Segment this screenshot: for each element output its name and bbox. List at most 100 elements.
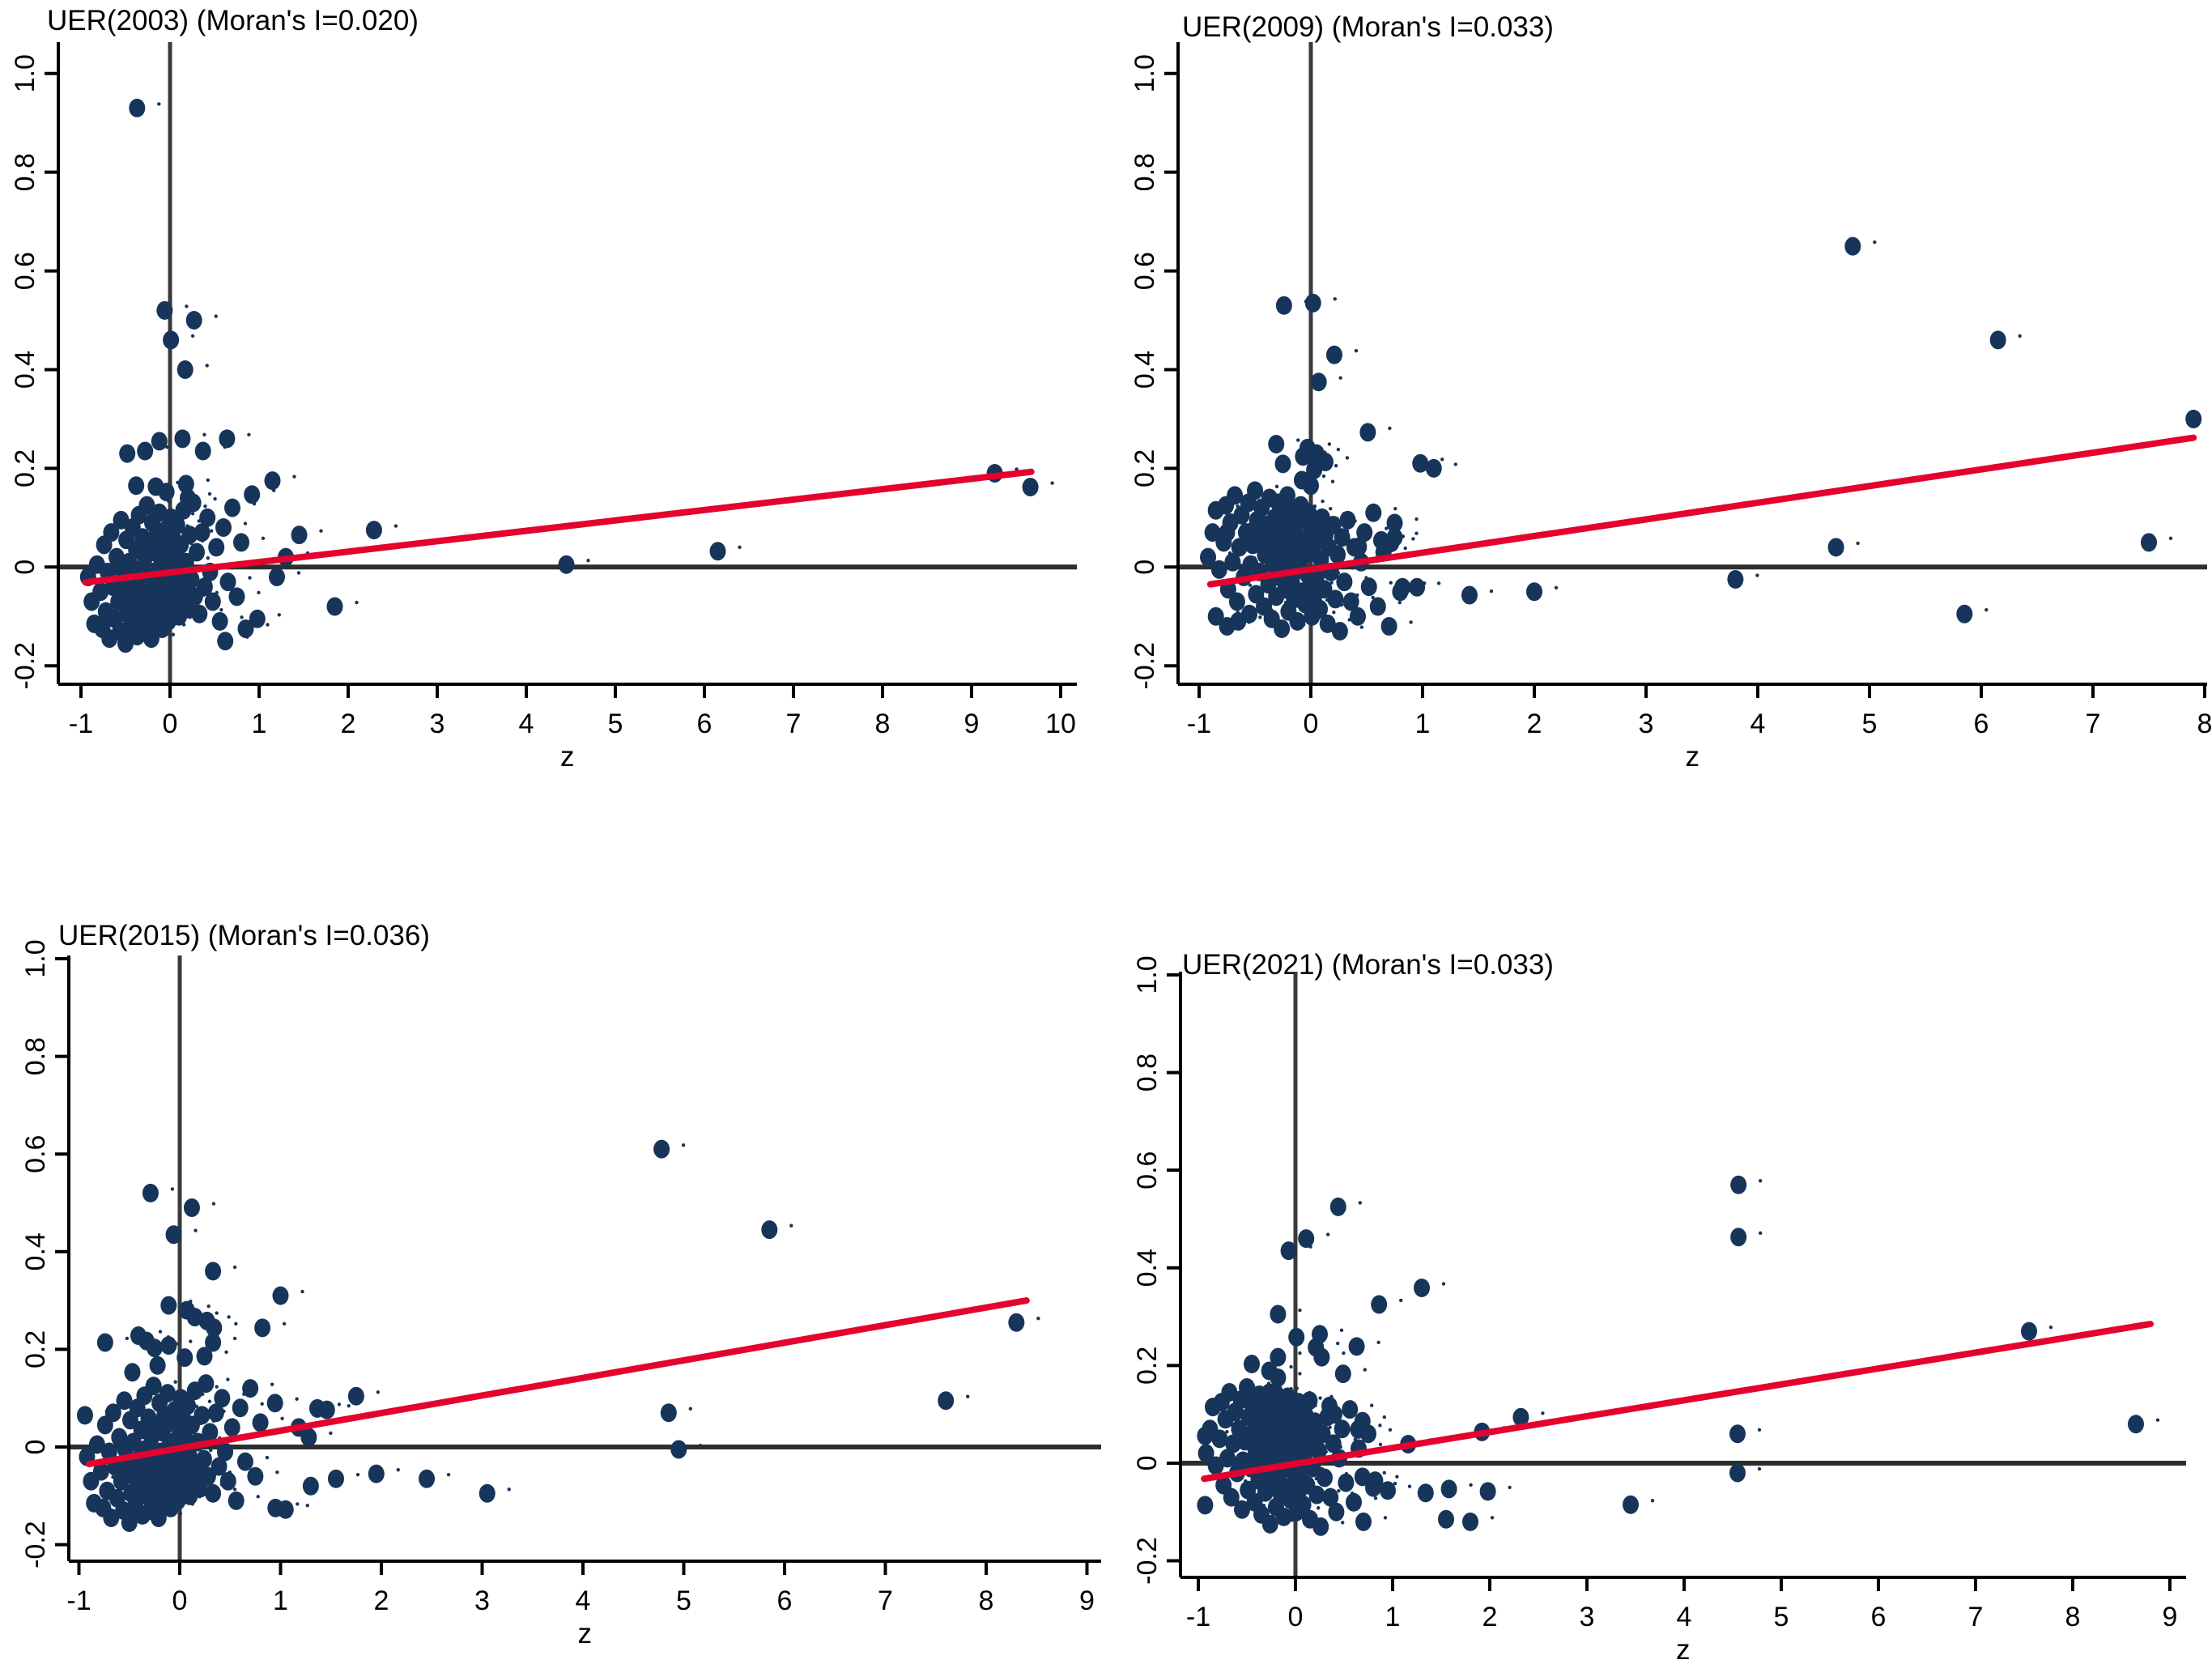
data-point (1219, 616, 1236, 636)
data-point (151, 503, 168, 522)
data-point (1269, 538, 1286, 557)
data-point (479, 1483, 496, 1503)
zero-reference-lines (69, 955, 1101, 1561)
data-point-speck (150, 1414, 155, 1419)
data-point (133, 606, 150, 626)
y-tick-label: 1.0 (1129, 54, 1160, 92)
x-tick-label: 4 (1750, 709, 1766, 739)
data-point-speck (1298, 1351, 1302, 1355)
data-point (1243, 1355, 1260, 1374)
data-point-speck (1338, 1445, 1342, 1449)
data-point (136, 622, 153, 641)
data-point-speck (266, 623, 270, 627)
data-point-speck (197, 519, 201, 523)
data-point (1008, 1313, 1025, 1332)
data-point (125, 570, 142, 589)
data-point-speck (141, 1475, 145, 1479)
data-point-speck (1344, 583, 1348, 587)
data-point-speck (1247, 526, 1251, 530)
data-point-speck (1338, 534, 1342, 538)
data-point-speck (1502, 1426, 1506, 1430)
data-point (232, 1398, 249, 1418)
data-point-speck (1270, 1462, 1274, 1466)
data-point (1304, 1458, 1321, 1478)
x-tick-label: 5 (608, 709, 623, 739)
data-point-speck (1257, 1466, 1261, 1471)
data-point (228, 1491, 245, 1510)
data-point-speck (137, 1492, 142, 1496)
data-point-speck (215, 1460, 220, 1465)
x-axis-label-z: z (1676, 1634, 1691, 1664)
data-point (142, 1183, 159, 1202)
data-point (242, 1379, 259, 1398)
data-point (1270, 1368, 1287, 1387)
y-tick-label: 0.6 (1132, 1151, 1163, 1189)
data-point (1282, 1490, 1299, 1509)
data-point (217, 1442, 234, 1462)
data-point (134, 577, 151, 597)
data-point-speck (699, 1443, 703, 1448)
data-point-speck (134, 613, 138, 617)
data-point-speck (206, 1304, 211, 1309)
data-point (1290, 528, 1307, 547)
data-point-speck (1271, 1428, 1276, 1432)
data-point-speck (214, 314, 218, 318)
data-point-speck (446, 1473, 451, 1477)
data-point (160, 611, 177, 631)
data-point (1301, 1391, 1318, 1411)
data-point-speck (1315, 543, 1319, 548)
x-tick-label: 1 (273, 1585, 288, 1616)
data-point-speck (181, 559, 185, 563)
data-point-speck (206, 1467, 210, 1472)
data-point (1336, 572, 1353, 592)
data-point (1293, 1427, 1310, 1446)
data-point (131, 1479, 148, 1498)
data-point-speck (188, 615, 192, 619)
data-point-speck (1345, 529, 1350, 533)
data-point-speck (1300, 1401, 1304, 1405)
data-point-speck (167, 499, 171, 504)
data-point (1280, 602, 1297, 621)
data-point (1306, 460, 1323, 479)
data-point (95, 1498, 112, 1517)
data-point-speck (182, 536, 187, 541)
data-point-speck (1241, 1396, 1245, 1400)
data-point-speck (164, 551, 169, 555)
data-point-speck (1288, 1466, 1292, 1471)
data-point-speck (185, 304, 189, 309)
y-tick-label: 0 (1129, 560, 1160, 575)
data-point (247, 1466, 264, 1486)
data-point (194, 441, 211, 461)
data-point-speck (1240, 1432, 1244, 1437)
data-point (1322, 562, 1339, 581)
x-tick-label: 4 (1677, 1602, 1692, 1632)
data-point-speck (143, 1504, 147, 1509)
data-point (1281, 552, 1298, 572)
data-point-speck (1329, 1394, 1334, 1398)
x-axis-ticks: -1 0 1 2 3 4 5 6 7 8 9 (1186, 1577, 2177, 1632)
data-point (1275, 1507, 1292, 1526)
data-point-speck (1385, 526, 1389, 530)
data-point (1248, 585, 1265, 604)
data-point-speck (1304, 509, 1308, 513)
data-point (1280, 1241, 1297, 1261)
data-point (1293, 582, 1310, 602)
data-point (177, 360, 194, 379)
data-point-speck (140, 625, 144, 629)
data-point (1244, 1395, 1261, 1415)
data-point-speck (211, 573, 215, 577)
data-point (1354, 1467, 1371, 1487)
x-tick-label: 9 (964, 709, 980, 739)
panel-title-uer-2009: UER(2009) (Moran's I=0.033) (1182, 11, 1554, 43)
data-point (1339, 510, 1356, 530)
data-point (219, 572, 236, 592)
data-point (1283, 572, 1300, 592)
data-point-speck (236, 541, 240, 546)
data-point (161, 592, 178, 611)
data-point-speck (1278, 1474, 1283, 1479)
data-point-speck (1401, 534, 1406, 538)
data-point (1260, 575, 1277, 594)
data-point (1287, 1419, 1304, 1439)
data-point (164, 528, 181, 547)
